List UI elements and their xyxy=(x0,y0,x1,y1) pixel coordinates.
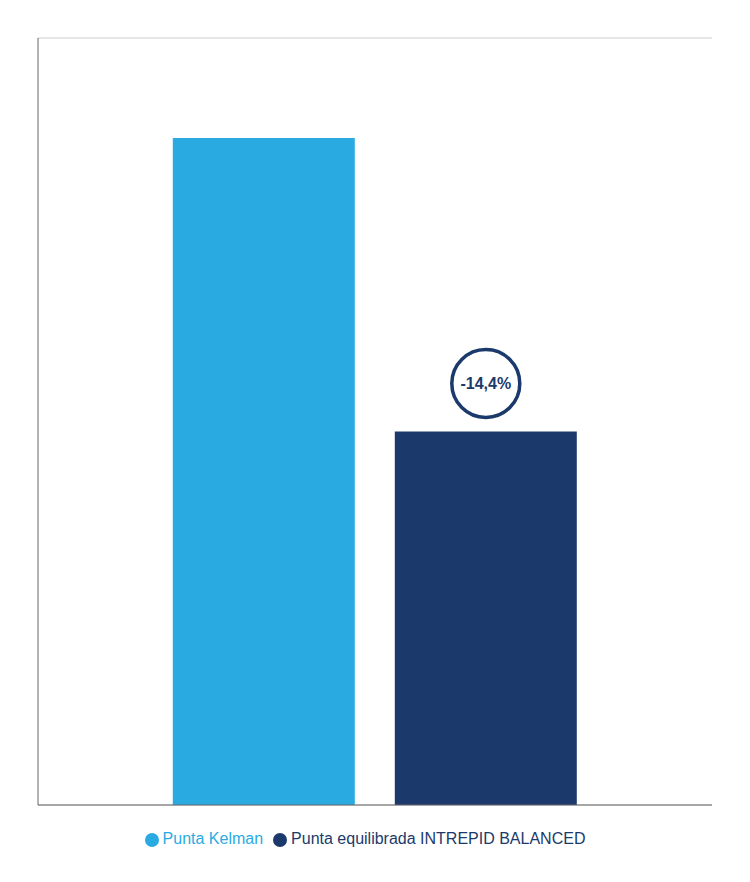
html-text:Punta Kelman: Punta Kelman xyxy=(162,830,264,847)
svg-text:-14,4%: -14,4% xyxy=(460,375,511,392)
html-text:Punta equilibrada INTREPID BAL: Punta equilibrada INTREPID BALANCED xyxy=(291,830,586,847)
